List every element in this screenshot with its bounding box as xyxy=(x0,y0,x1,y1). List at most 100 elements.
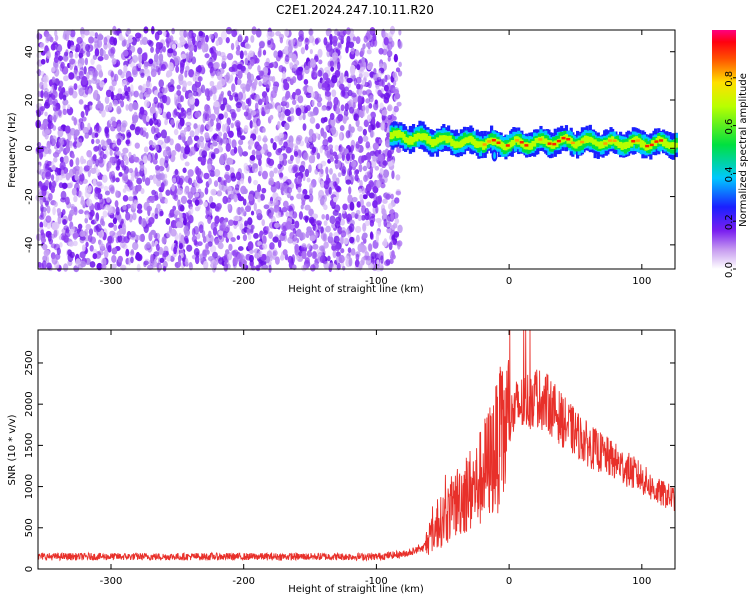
noise-cell xyxy=(204,132,210,139)
noise-cell xyxy=(158,248,164,255)
noise-cell xyxy=(88,36,94,44)
noise-cell xyxy=(328,262,334,269)
noise-cell xyxy=(330,66,335,72)
noise-cell xyxy=(258,40,266,48)
noise-cell xyxy=(241,101,246,111)
noise-cell xyxy=(310,264,316,272)
noise-cell xyxy=(68,241,75,247)
noise-cell xyxy=(329,215,336,224)
noise-cell xyxy=(36,32,41,41)
noise-cell xyxy=(249,120,253,129)
noise-cell xyxy=(228,243,233,251)
noise-cell xyxy=(304,44,309,51)
noise-cell xyxy=(150,46,154,53)
noise-cell xyxy=(135,234,140,241)
noise-cell xyxy=(243,188,248,195)
noise-cell xyxy=(209,144,214,150)
noise-cell xyxy=(294,243,300,252)
noise-cell xyxy=(70,203,75,209)
noise-cell xyxy=(185,121,192,127)
noise-cell xyxy=(187,191,194,200)
noise-cell xyxy=(44,200,49,206)
noise-cell xyxy=(80,110,85,118)
noise-cell xyxy=(277,50,283,58)
noise-cell xyxy=(396,101,402,107)
noise-cell xyxy=(225,143,231,152)
noise-cell xyxy=(208,177,212,185)
noise-cell xyxy=(109,149,113,156)
noise-cell xyxy=(255,208,262,216)
band-peak-cell xyxy=(566,138,571,141)
noise-cell xyxy=(375,137,380,145)
noise-cell xyxy=(178,103,183,109)
noise-cell xyxy=(221,184,228,192)
band-cell xyxy=(529,142,534,150)
noise-cell xyxy=(325,166,329,175)
noise-cell xyxy=(96,262,103,271)
noise-cell xyxy=(72,166,77,175)
noise-cell xyxy=(101,264,107,270)
noise-cell xyxy=(337,61,341,71)
noise-cell xyxy=(365,152,372,161)
noise-cell xyxy=(318,168,324,178)
noise-cell xyxy=(373,193,377,202)
noise-cell xyxy=(237,70,243,80)
noise-cell xyxy=(51,180,57,189)
noise-cell xyxy=(221,57,226,65)
noise-cell xyxy=(62,99,69,106)
noise-cell xyxy=(230,175,237,182)
noise-cell xyxy=(52,206,56,216)
noise-cell xyxy=(398,61,402,68)
noise-cell xyxy=(109,53,115,59)
noise-cell xyxy=(58,80,64,88)
band-peak-cell xyxy=(561,136,566,140)
noise-cell xyxy=(249,154,256,161)
snr-ytick-label: 2500 xyxy=(24,350,35,375)
noise-cell xyxy=(103,77,108,84)
noise-cell xyxy=(366,49,372,55)
noise-cell xyxy=(112,217,118,225)
noise-cell xyxy=(245,205,252,213)
noise-cell xyxy=(329,112,335,120)
noise-cell xyxy=(65,196,70,206)
noise-cell xyxy=(220,103,225,111)
noise-cell xyxy=(265,255,271,264)
noise-cell xyxy=(61,182,68,189)
noise-cell xyxy=(386,50,393,58)
noise-cell xyxy=(226,52,234,61)
noise-cell xyxy=(243,50,248,56)
noise-cell xyxy=(78,98,84,105)
noise-cell xyxy=(154,213,159,220)
noise-cell xyxy=(361,155,365,163)
noise-cell xyxy=(122,147,129,154)
noise-cell xyxy=(86,72,90,80)
noise-cell xyxy=(325,213,330,221)
noise-cell xyxy=(132,101,138,111)
noise-cell xyxy=(240,177,244,184)
noise-cell xyxy=(113,146,120,152)
noise-cell xyxy=(51,94,56,101)
noise-cell xyxy=(290,115,295,122)
noise-cell xyxy=(222,152,228,161)
noise-cell xyxy=(392,80,397,87)
noise-cell xyxy=(179,129,187,137)
noise-cell xyxy=(362,104,366,112)
noise-cell xyxy=(216,122,222,130)
noise-cell xyxy=(119,235,126,244)
noise-cell xyxy=(366,114,372,123)
noise-cell xyxy=(253,202,257,212)
noise-cell xyxy=(117,108,122,114)
noise-cell xyxy=(186,80,193,86)
noise-cell xyxy=(356,63,361,71)
noise-cell xyxy=(194,127,200,136)
noise-cell xyxy=(376,259,380,265)
noise-cell xyxy=(132,241,139,251)
noise-cell xyxy=(104,190,111,196)
noise-cell xyxy=(198,30,204,37)
noise-cell xyxy=(177,134,182,140)
noise-cell xyxy=(342,265,346,271)
colorbar-ticks: 0.0 0.2 0.4 0.6 0.8 xyxy=(724,71,736,278)
noise-cell xyxy=(183,225,189,234)
noise-cell xyxy=(116,123,122,132)
noise-cell xyxy=(136,177,143,185)
